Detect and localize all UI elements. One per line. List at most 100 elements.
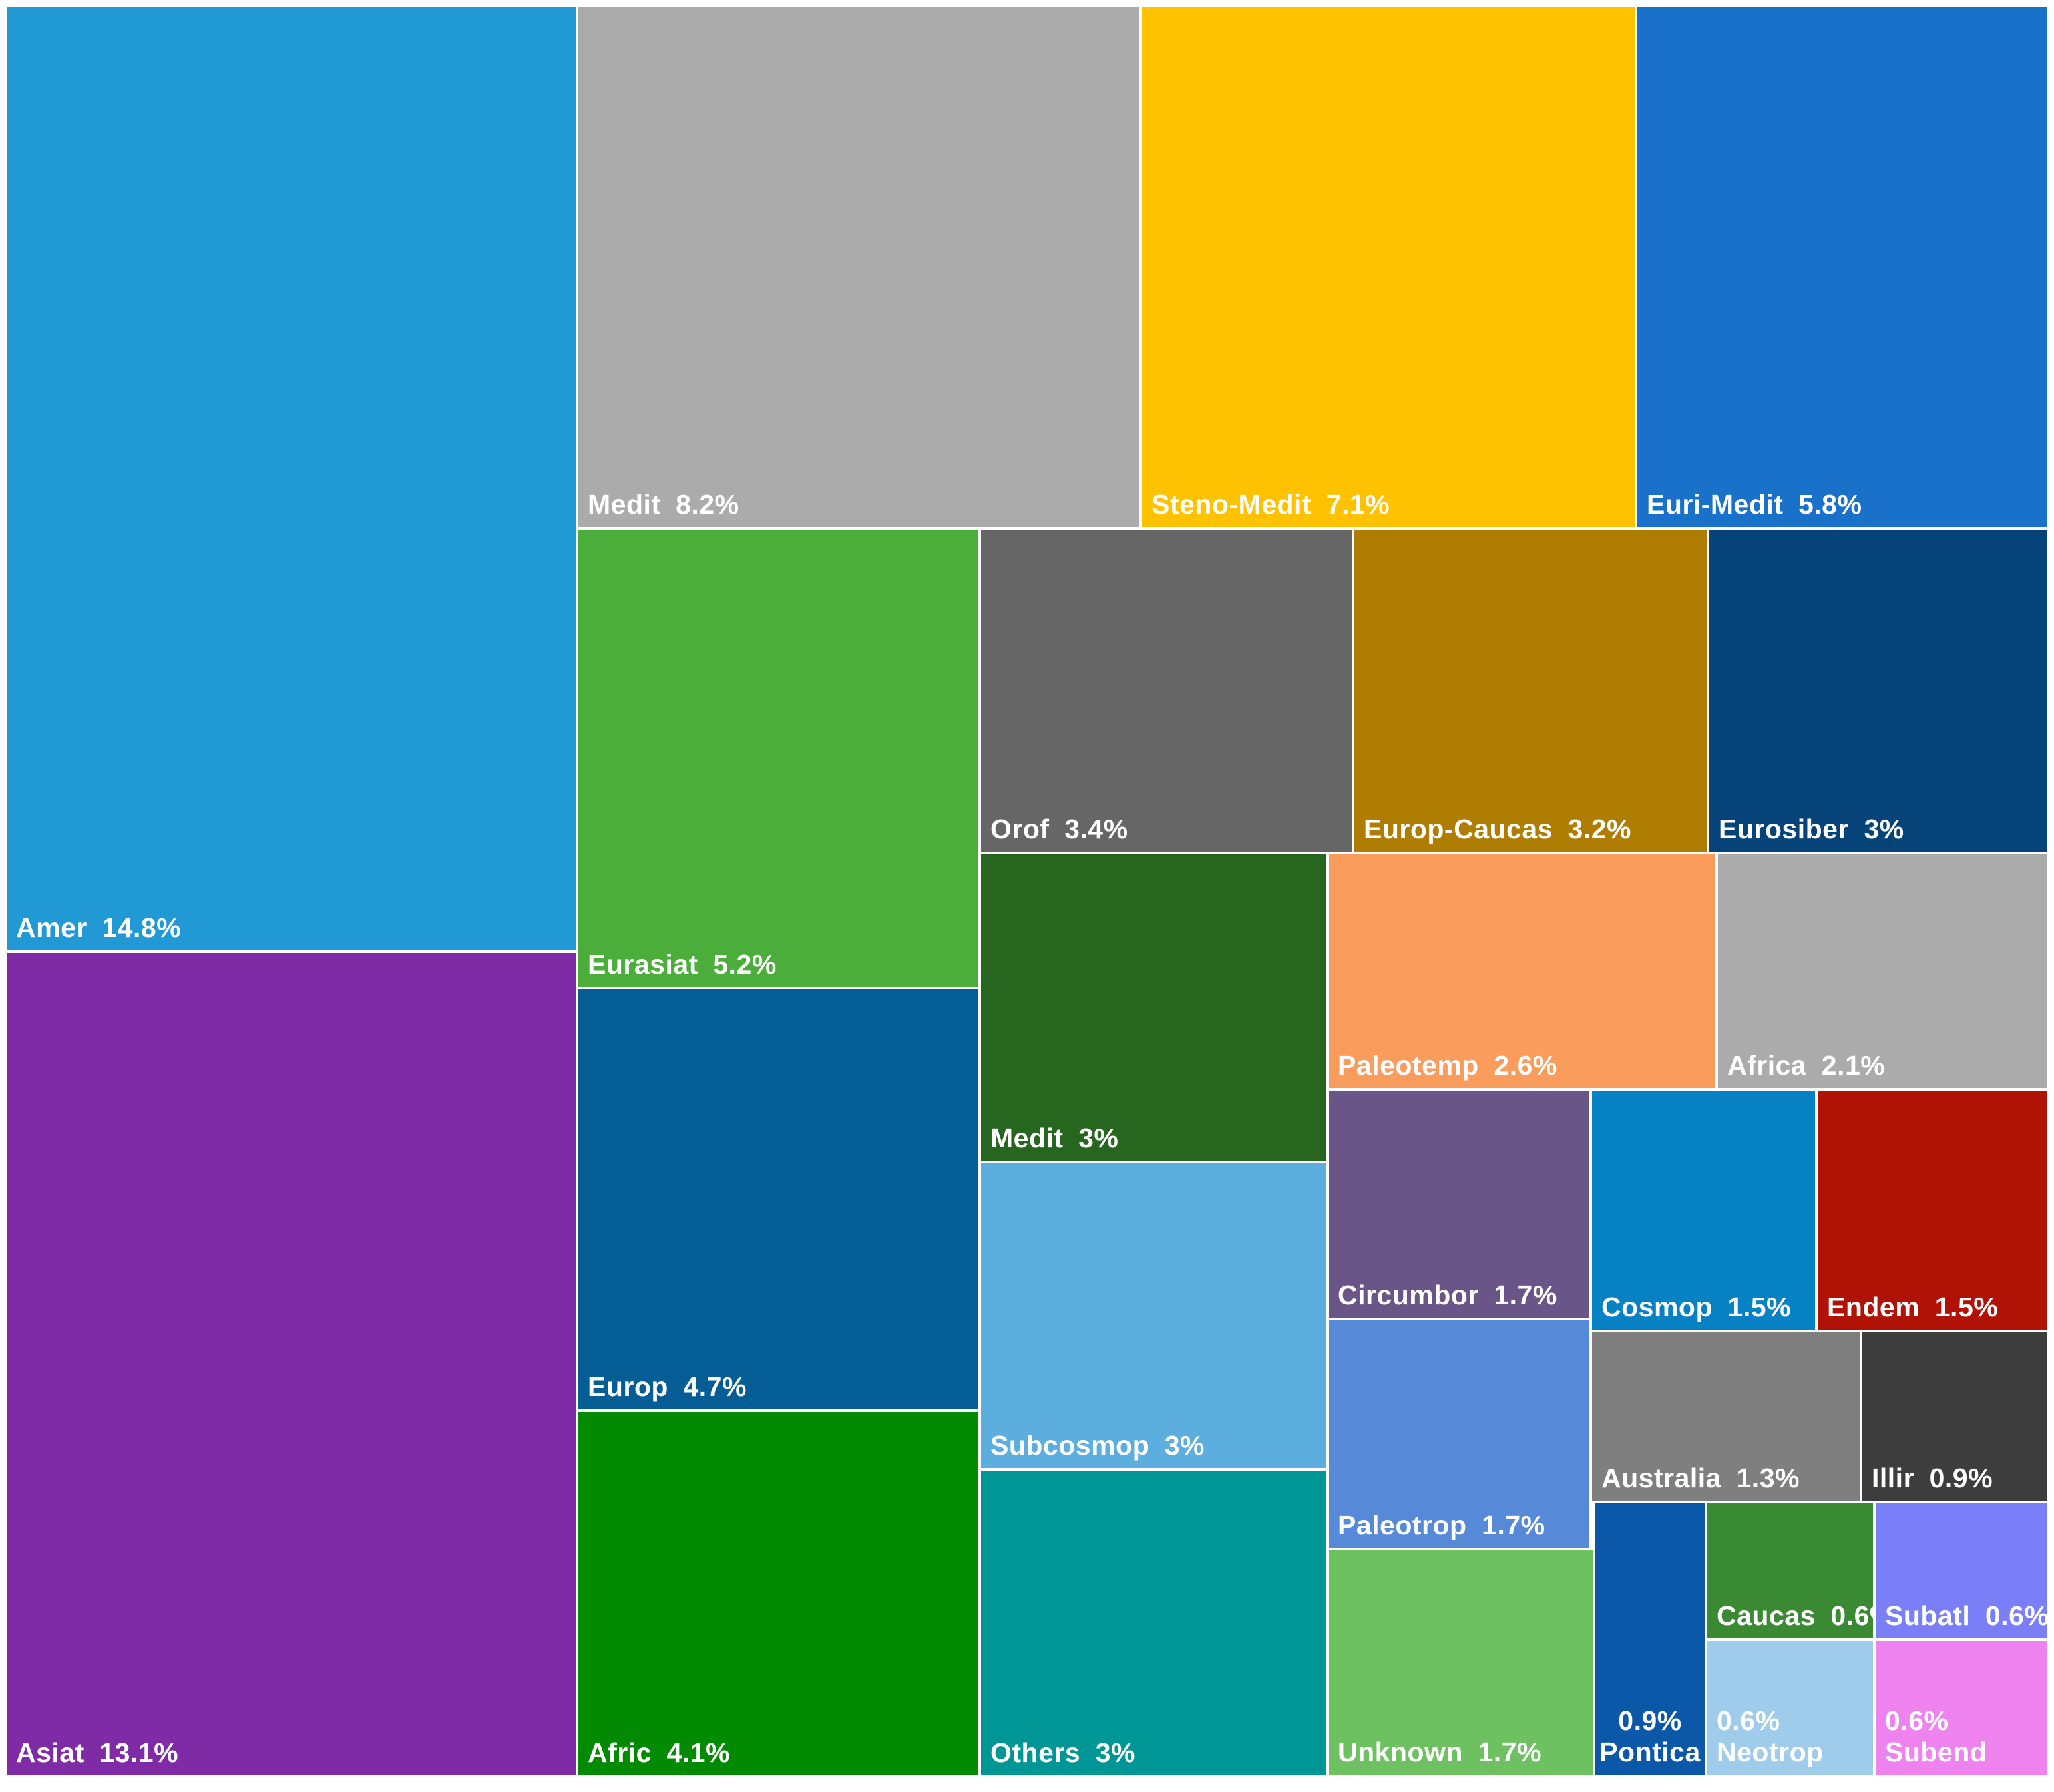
tile-name: Endem — [1827, 1292, 1920, 1322]
tile-label: Afric 4.1% — [588, 1737, 730, 1769]
tile-value: 13.1% — [99, 1737, 179, 1768]
tile-name: Subatl — [1885, 1600, 1971, 1631]
tile-value: 0.9% — [1618, 1705, 1682, 1736]
tile-label: 0.6% Neotrop — [1717, 1705, 1824, 1769]
treemap-tile-medit-8-2-[interactable]: Medit 8.2% — [578, 7, 1139, 527]
treemap-tile-subend-0-6-[interactable]: 0.6% Subend — [1876, 1641, 2047, 1775]
treemap-tile-unknown-1-7-[interactable]: Unknown 1.7% — [1329, 1550, 1593, 1775]
tile-name: Steno-Medit — [1151, 489, 1312, 520]
treemap-tile-australia-1-3-[interactable]: Australia 1.3% — [1592, 1332, 1860, 1501]
tile-value: 1.7% — [1478, 1737, 1541, 1767]
tile-name: Amer — [16, 912, 87, 943]
treemap-tile-eurosiber-3-[interactable]: Eurosiber 3% — [1709, 530, 2047, 852]
tile-name: Europ — [588, 1371, 668, 1402]
treemap-tile-endem-1-5-[interactable]: Endem 1.5% — [1818, 1091, 2047, 1330]
treemap-tile-eurasiat-5-2-[interactable]: Eurasiat 5.2% — [578, 530, 978, 987]
tile-name: Illir — [1872, 1463, 1915, 1493]
tile-value: 4.7% — [683, 1371, 747, 1402]
tile-name: Euri-Medit — [1647, 489, 1784, 520]
tile-value: 0.6% — [1717, 1705, 1780, 1736]
tile-name: Afric — [588, 1737, 652, 1768]
treemap-tile-paleotemp-2-6-[interactable]: Paleotemp 2.6% — [1329, 854, 1715, 1088]
tile-label: Subatl 0.6% — [1885, 1600, 2049, 1632]
tile-label: Amer 14.8% — [16, 912, 181, 944]
treemap-tile-steno-medit-7-1-[interactable]: Steno-Medit 7.1% — [1142, 7, 1635, 527]
tile-name: Medit — [990, 1123, 1064, 1153]
tile-name: Eurasiat — [588, 949, 698, 980]
tile-label: Cosmop 1.5% — [1601, 1292, 1791, 1323]
tile-name: Circumbor — [1338, 1280, 1479, 1310]
tile-label: Eurosiber 3% — [1719, 814, 1904, 845]
tile-label: Eurasiat 5.2% — [588, 949, 777, 980]
tile-label: Circumbor 1.7% — [1338, 1280, 1557, 1311]
tile-value: 3.2% — [1567, 814, 1631, 844]
treemap-tile-circumbor-1-7-[interactable]: Circumbor 1.7% — [1329, 1091, 1589, 1318]
treemap-tile-orof-3-4-[interactable]: Orof 3.4% — [981, 530, 1352, 852]
tile-value: 2.6% — [1494, 1050, 1557, 1081]
tile-value: 1.3% — [1736, 1463, 1800, 1493]
treemap-tile-neotrop-0-6-[interactable]: 0.6% Neotrop — [1707, 1641, 1873, 1775]
tile-label: Others 3% — [990, 1737, 1135, 1769]
tile-value: 5.2% — [713, 949, 777, 980]
tile-label: Europ-Caucas 3.2% — [1364, 814, 1631, 845]
tile-name: Medit — [588, 489, 661, 520]
tile-label: Europ 4.7% — [588, 1371, 747, 1403]
treemap-tile-europ-caucas-3-2-[interactable]: Europ-Caucas 3.2% — [1354, 530, 1707, 852]
tile-value: 1.5% — [1934, 1292, 1999, 1322]
treemap-tile-caucas-0-6-[interactable]: Caucas 0.6% — [1707, 1503, 1894, 1638]
tile-label: Australia 1.3% — [1601, 1463, 1800, 1494]
tile-value: 0.9% — [1929, 1463, 1993, 1493]
treemap-tile-others-3-[interactable]: Others 3% — [981, 1471, 1326, 1775]
tile-label: Paleotrop 1.7% — [1338, 1510, 1545, 1541]
treemap-tile-europ-4-7-[interactable]: Europ 4.7% — [578, 989, 978, 1409]
tile-name: Subcosmop — [990, 1430, 1150, 1461]
treemap-tile-amer-14-8-[interactable]: Amer 14.8% — [7, 7, 576, 950]
tile-label: Medit 3% — [990, 1123, 1118, 1154]
tile-name: Asiat — [16, 1737, 85, 1768]
tile-value: 8.2% — [676, 489, 739, 520]
tile-label: 0.6% Subend — [1885, 1705, 1987, 1769]
tile-label: Euri-Medit 5.8% — [1647, 489, 1862, 520]
tile-label: Medit 8.2% — [588, 489, 739, 520]
tile-value: 3.4% — [1064, 814, 1128, 844]
treemap-tile-euri-medit-5-8-[interactable]: Euri-Medit 5.8% — [1637, 7, 2047, 527]
treemap-tile-medit-3-[interactable]: Medit 3% — [981, 854, 1326, 1161]
tile-value: 14.8% — [102, 912, 182, 943]
tile-name: Caucas — [1717, 1600, 1816, 1631]
tile-label: Paleotemp 2.6% — [1338, 1050, 1557, 1081]
tile-name: Australia — [1601, 1463, 1721, 1493]
treemap-tile-pontica-0-9-[interactable]: 0.9% Pontica — [1595, 1503, 1705, 1775]
treemap-tile-illir-0-9-[interactable]: Illir 0.9% — [1862, 1332, 2047, 1501]
tile-value: 0.6% — [1985, 1600, 2049, 1631]
tile-label: Orof 3.4% — [990, 814, 1128, 845]
tile-label: Africa 2.1% — [1727, 1050, 1885, 1081]
tile-label: Endem 1.5% — [1827, 1292, 1998, 1323]
tile-value: 3% — [1864, 814, 1904, 844]
tile-name: Others — [990, 1737, 1081, 1768]
tile-name: Europ-Caucas — [1364, 814, 1553, 844]
tile-name: Neotrop — [1717, 1737, 1824, 1768]
tile-label: Subcosmop 3% — [990, 1430, 1205, 1461]
treemap-tile-afric-4-1-[interactable]: Afric 4.1% — [578, 1412, 978, 1775]
tile-name: Cosmop — [1601, 1292, 1713, 1322]
tile-name: Eurosiber — [1719, 814, 1849, 844]
tile-value: 3% — [1078, 1123, 1119, 1153]
treemap-tile-subcosmop-3-[interactable]: Subcosmop 3% — [981, 1163, 1326, 1468]
tile-value: 1.7% — [1482, 1510, 1545, 1540]
tile-value: 0.6% — [1885, 1705, 1949, 1736]
tile-name: Paleotrop — [1338, 1510, 1467, 1540]
tile-label: Caucas 0.6% — [1717, 1600, 1894, 1632]
tile-name: Africa — [1727, 1050, 1807, 1081]
tile-label: 0.9% Pontica — [1595, 1705, 1705, 1769]
tile-name: Orof — [990, 814, 1050, 844]
treemap-tile-cosmop-1-5-[interactable]: Cosmop 1.5% — [1592, 1091, 1815, 1330]
treemap-tile-paleotrop-1-7-[interactable]: Paleotrop 1.7% — [1329, 1320, 1589, 1548]
treemap-tile-africa-2-1-[interactable]: Africa 2.1% — [1718, 854, 2047, 1088]
treemap-tile-subatl-0-6-[interactable]: Subatl 0.6% — [1876, 1503, 2049, 1638]
tile-name: Pontica — [1599, 1737, 1701, 1768]
tile-name: Subend — [1885, 1737, 1987, 1768]
tile-value: 2.1% — [1821, 1050, 1886, 1081]
treemap-tile-asiat-13-1-[interactable]: Asiat 13.1% — [7, 953, 576, 1775]
tile-value: 5.8% — [1798, 489, 1862, 520]
tile-value: 1.5% — [1727, 1292, 1791, 1322]
